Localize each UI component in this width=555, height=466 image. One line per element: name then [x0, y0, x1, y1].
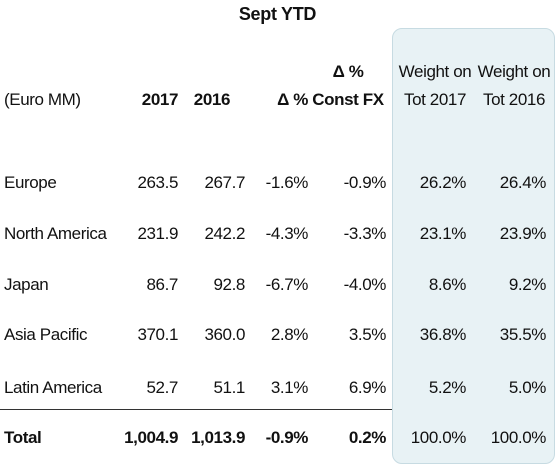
- row-weight-2016: 35.5%: [499, 325, 547, 344]
- header-unit: (Euro MM): [4, 90, 81, 109]
- header-weight-2016-line1: Weight on: [477, 62, 551, 81]
- row-constfx: -0.9%: [343, 173, 387, 192]
- total-constfx: 0.2%: [348, 428, 387, 447]
- row-value-2017: 52.7: [146, 378, 179, 397]
- row-region: Latin America: [4, 378, 102, 397]
- row-weight-2017: 8.6%: [428, 275, 467, 294]
- total-label: Total: [4, 428, 42, 447]
- row-value-2016: 92.8: [213, 275, 246, 294]
- row-weight-2016: 5.0%: [508, 378, 547, 397]
- row-value-2016: 242.2: [204, 224, 245, 243]
- row-region: Asia Pacific: [4, 325, 88, 344]
- table-title: Sept YTD: [238, 4, 317, 24]
- row-delta: -4.3%: [265, 224, 309, 243]
- row-region: Japan: [4, 275, 49, 294]
- row-region: North America: [4, 224, 107, 243]
- row-constfx: 3.5%: [348, 325, 387, 344]
- row-weight-2017: 23.1%: [419, 224, 467, 243]
- row-region: Europe: [4, 173, 57, 192]
- row-weight-2016: 26.4%: [499, 173, 547, 192]
- row-value-2016: 51.1: [213, 378, 246, 397]
- header-weight-2017-line2: Tot 2017: [403, 90, 467, 109]
- header-weight-2017-line1: Weight on: [398, 62, 472, 81]
- row-weight-2016: 9.2%: [508, 275, 547, 294]
- row-weight-2016: 23.9%: [499, 224, 547, 243]
- row-value-2017: 370.1: [137, 325, 178, 344]
- row-weight-2017: 36.8%: [419, 325, 467, 344]
- header-constfx-line2: Const FX: [312, 90, 384, 109]
- row-constfx: 6.9%: [348, 378, 387, 397]
- row-constfx: -4.0%: [343, 275, 387, 294]
- total-value-2017: 1,004.9: [124, 428, 178, 447]
- row-constfx: -3.3%: [343, 224, 387, 243]
- total-weight-2017: 100.0%: [410, 428, 467, 447]
- header-2017: 2017: [141, 90, 179, 109]
- total-value-2016: 1,013.9: [191, 428, 245, 447]
- row-weight-2017: 5.2%: [428, 378, 467, 397]
- row-value-2017: 86.7: [146, 275, 179, 294]
- weight-columns-panel: [392, 28, 555, 464]
- header-delta: Δ %: [277, 90, 308, 109]
- row-value-2016: 360.0: [204, 325, 245, 344]
- total-divider: [0, 409, 392, 410]
- total-delta: -0.9%: [265, 428, 309, 447]
- row-delta: -6.7%: [265, 275, 309, 294]
- row-delta: 2.8%: [270, 325, 309, 344]
- total-weight-2016: 100.0%: [490, 428, 547, 447]
- row-delta: 3.1%: [270, 378, 309, 397]
- row-value-2017: 263.5: [137, 173, 178, 192]
- row-weight-2017: 26.2%: [419, 173, 467, 192]
- row-value-2017: 231.9: [137, 224, 178, 243]
- row-delta: -1.6%: [265, 173, 309, 192]
- header-2016: 2016: [193, 90, 231, 109]
- header-constfx-line1: Δ %: [332, 62, 364, 81]
- row-value-2016: 267.7: [204, 173, 245, 192]
- header-weight-2016-line2: Tot 2016: [482, 90, 546, 109]
